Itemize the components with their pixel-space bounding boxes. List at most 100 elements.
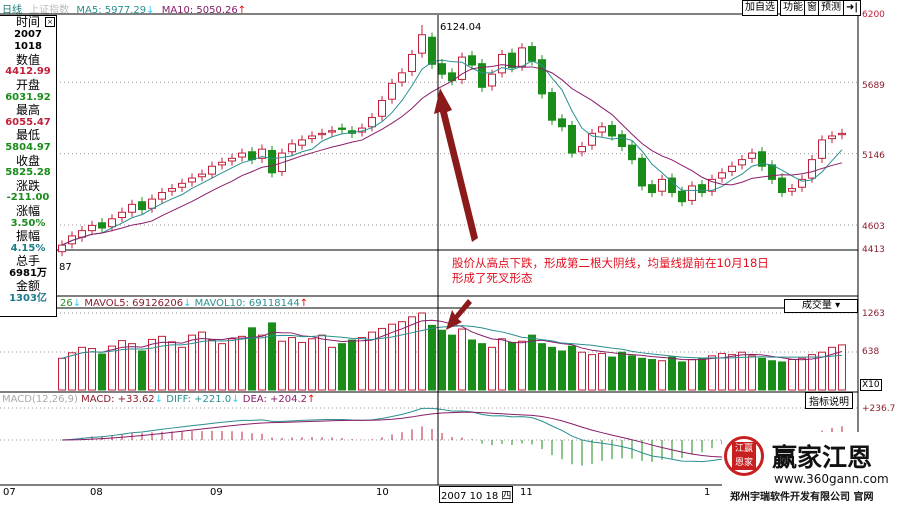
candle bbox=[298, 139, 306, 146]
candle bbox=[768, 164, 776, 180]
volume-bar bbox=[108, 345, 116, 391]
candle bbox=[518, 47, 526, 67]
candle bbox=[678, 190, 686, 203]
candle bbox=[628, 144, 636, 161]
candle bbox=[688, 185, 696, 201]
candle bbox=[508, 52, 516, 69]
close-icon[interactable]: × bbox=[45, 17, 55, 27]
chart-header: 日线 上证指数 MA5: 5977.29↓ MA10: 5050.26↑ bbox=[2, 5, 247, 16]
macd-legend: MACD(12,26,9) MACD: +33.62↓ DIFF: +221.0… bbox=[2, 394, 316, 405]
price-axis-label: 4413 bbox=[862, 245, 885, 255]
annotation-line: 股价从高点下跌，形成第二根大阴线，均量线提前在10月18日 bbox=[452, 256, 769, 270]
price-axis-label: 4603 bbox=[862, 222, 885, 232]
info-value: 5804.97 bbox=[5, 141, 51, 153]
candle bbox=[388, 82, 396, 100]
candle bbox=[698, 184, 706, 194]
info-value: 6055.47 bbox=[5, 116, 51, 128]
volume-bar bbox=[768, 360, 776, 391]
candle bbox=[248, 151, 256, 161]
macd-value: MACD: +33.62 bbox=[81, 394, 155, 405]
info-value: 3.50% bbox=[10, 217, 46, 229]
candle bbox=[468, 55, 476, 66]
date-label: 11 bbox=[520, 487, 533, 498]
ma10-legend: MA10: 5050.26 bbox=[161, 5, 238, 16]
candle bbox=[458, 56, 466, 80]
function-button[interactable]: 功能 bbox=[780, 0, 806, 16]
volume-bar bbox=[278, 340, 286, 391]
candle bbox=[218, 161, 226, 166]
volume-bar bbox=[618, 351, 626, 391]
volume-bar bbox=[538, 343, 546, 391]
info-panel: × 时间 2007 1018 数值 4412.99 开盘 6031.92 最高 6055.47 最… bbox=[0, 15, 57, 317]
candle bbox=[268, 149, 276, 174]
candle bbox=[428, 36, 436, 65]
candle bbox=[308, 135, 316, 140]
candle bbox=[568, 124, 576, 154]
volume-bar bbox=[688, 359, 696, 391]
volume-unit: X10 bbox=[860, 379, 882, 391]
candle bbox=[98, 222, 106, 229]
volume-bar bbox=[488, 346, 496, 391]
info-label: 最高 bbox=[15, 103, 40, 118]
info-value: 2007 bbox=[14, 28, 42, 40]
volume-bar bbox=[678, 361, 686, 391]
volume-bar bbox=[188, 334, 196, 391]
annotation-line: 形成了死叉形态 bbox=[452, 271, 533, 285]
candle bbox=[808, 159, 816, 179]
candle bbox=[658, 178, 666, 192]
volume-bar bbox=[698, 357, 706, 391]
volume-bar bbox=[178, 346, 186, 391]
info-value: 4412.99 bbox=[5, 66, 51, 78]
volume-bar bbox=[778, 361, 786, 391]
candle bbox=[798, 178, 806, 188]
macd-axis-label: +236.7 bbox=[862, 404, 896, 414]
diff-value: DIFF: +221.0 bbox=[166, 394, 232, 405]
info-value: 5825.28 bbox=[5, 167, 51, 179]
volume-bar bbox=[638, 357, 646, 391]
mavol5-legend: MAVOL5: 69126206 bbox=[84, 298, 184, 309]
volume-bar bbox=[248, 327, 256, 391]
volume-bar bbox=[288, 337, 296, 391]
volume-bar bbox=[358, 337, 366, 391]
candle bbox=[648, 184, 656, 194]
candle bbox=[528, 46, 536, 62]
volume-bar bbox=[338, 343, 346, 391]
candle bbox=[438, 63, 446, 75]
volume-bar bbox=[658, 360, 666, 391]
candle bbox=[478, 63, 486, 88]
info-label: 总手 bbox=[15, 254, 40, 269]
index-name: 上证指数 bbox=[29, 5, 70, 16]
volume-bar bbox=[258, 334, 266, 391]
exit-icon[interactable]: ➜| bbox=[843, 0, 862, 16]
ma5-legend: MA5: 5977.29 bbox=[76, 5, 147, 16]
candle bbox=[488, 73, 496, 87]
candle bbox=[778, 177, 786, 194]
volume-bar bbox=[798, 357, 806, 391]
forecast-button[interactable]: 预测 bbox=[818, 0, 844, 16]
candle bbox=[198, 173, 206, 178]
candle bbox=[138, 201, 146, 211]
date-label: 09 bbox=[210, 487, 223, 498]
volume-bar bbox=[808, 354, 816, 391]
date-label: 08 bbox=[90, 487, 103, 498]
period-label[interactable]: 日线 bbox=[2, 5, 22, 16]
candle bbox=[418, 34, 426, 54]
candle bbox=[638, 157, 646, 187]
volume-bar bbox=[568, 345, 576, 391]
info-label: 数值 bbox=[15, 52, 40, 67]
volume-bar bbox=[598, 352, 606, 391]
add-watchlist-button[interactable]: 加自选 bbox=[742, 0, 778, 16]
indicator-select[interactable]: 成交量 ▾ bbox=[784, 299, 858, 313]
info-value: 6981万 bbox=[9, 267, 47, 279]
candle bbox=[188, 177, 196, 183]
volume-bar bbox=[428, 324, 436, 391]
date-label: 07 bbox=[3, 487, 16, 498]
candle bbox=[328, 130, 336, 133]
ma10-line bbox=[61, 64, 843, 246]
candle bbox=[398, 72, 406, 83]
volume-bar bbox=[148, 338, 156, 391]
candle bbox=[288, 143, 296, 153]
volume-bar bbox=[168, 341, 176, 391]
indicator-help-button[interactable]: 指标说明 bbox=[805, 392, 853, 409]
